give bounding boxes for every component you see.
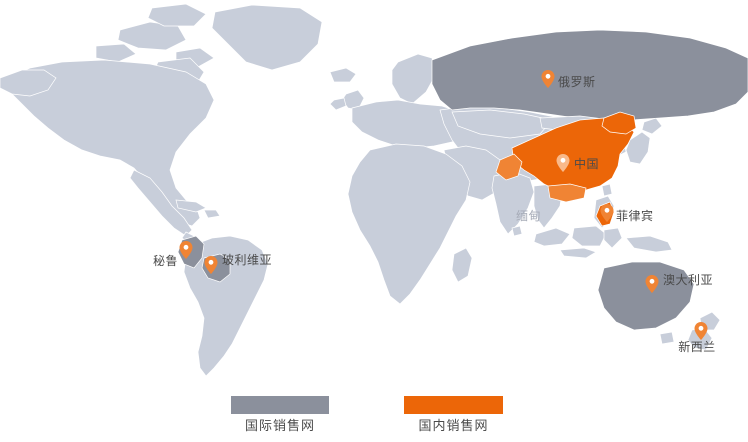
marker-pin-australia[interactable] [645, 275, 659, 293]
map-label-australia: 澳大利亚 [663, 273, 714, 287]
scandinavia [391, 53, 437, 105]
map-label-bolivia: 玻利维亚 [222, 253, 273, 267]
tasmania [659, 331, 675, 345]
map-label-china: 中国 [574, 157, 600, 171]
highlight-gray-countries [177, 29, 748, 331]
africa [347, 143, 471, 305]
legend-label-domestic: 国内销售网 [418, 419, 489, 434]
russia-highlight [431, 29, 748, 121]
ireland [329, 97, 347, 111]
japan-north [641, 117, 663, 135]
madagascar [451, 247, 473, 283]
marker-pin-philippines[interactable] [600, 204, 614, 222]
sulawesi [603, 227, 623, 249]
greenland [211, 4, 323, 71]
north-america [5, 59, 215, 227]
map-label-philippines: 菲律宾 [616, 209, 654, 223]
legend-swatch-international [231, 396, 329, 414]
legend-item-international[interactable]: 国际销售网 [231, 396, 329, 434]
sumatra [533, 227, 571, 247]
map-label-peru: 秘鲁 [152, 254, 178, 268]
borneo [571, 225, 607, 247]
china-southwest [495, 153, 523, 181]
legend-swatch-domestic [404, 396, 503, 414]
arctic-island-3 [95, 43, 137, 63]
taiwan [601, 183, 613, 197]
legend-label-international: 国际销售网 [244, 419, 315, 434]
map-label-russia: 俄罗斯 [558, 75, 596, 89]
iceland [329, 67, 357, 83]
marker-pin-russia[interactable] [541, 70, 555, 88]
marker-pin-new-zealand[interactable] [694, 322, 708, 340]
china-highlight [511, 117, 635, 193]
new-guinea [625, 235, 673, 253]
sri-lanka [511, 225, 523, 237]
alaska [0, 69, 57, 97]
legend: 国际销售网 国内销售网 [0, 396, 748, 442]
caribbean-hispaniola [203, 209, 221, 219]
marker-pin-peru[interactable] [179, 241, 193, 259]
india [491, 171, 535, 235]
arctic-island-2 [147, 3, 207, 27]
legend-item-domestic[interactable]: 国内销售网 [404, 396, 503, 434]
china-south [547, 183, 587, 203]
arctic-islands [117, 21, 187, 51]
map-canvas: 俄罗斯 中国 菲律宾 缅甸 秘鲁 玻利维亚 澳大利亚 新西兰 [0, 3, 748, 377]
map-label-myanmar: 缅甸 [516, 209, 542, 223]
caribbean-cuba [175, 199, 207, 213]
java [559, 247, 597, 259]
central-asia [451, 109, 553, 139]
china-northeast [601, 111, 637, 135]
world-map-svg [0, 3, 748, 377]
marker-pin-bolivia[interactable] [204, 256, 218, 274]
highlight-orange-countries [495, 111, 637, 227]
marker-pin-china[interactable] [556, 154, 570, 172]
australia-highlight [597, 261, 695, 331]
map-label-new-zealand: 新西兰 [678, 340, 716, 354]
japan [625, 131, 651, 165]
